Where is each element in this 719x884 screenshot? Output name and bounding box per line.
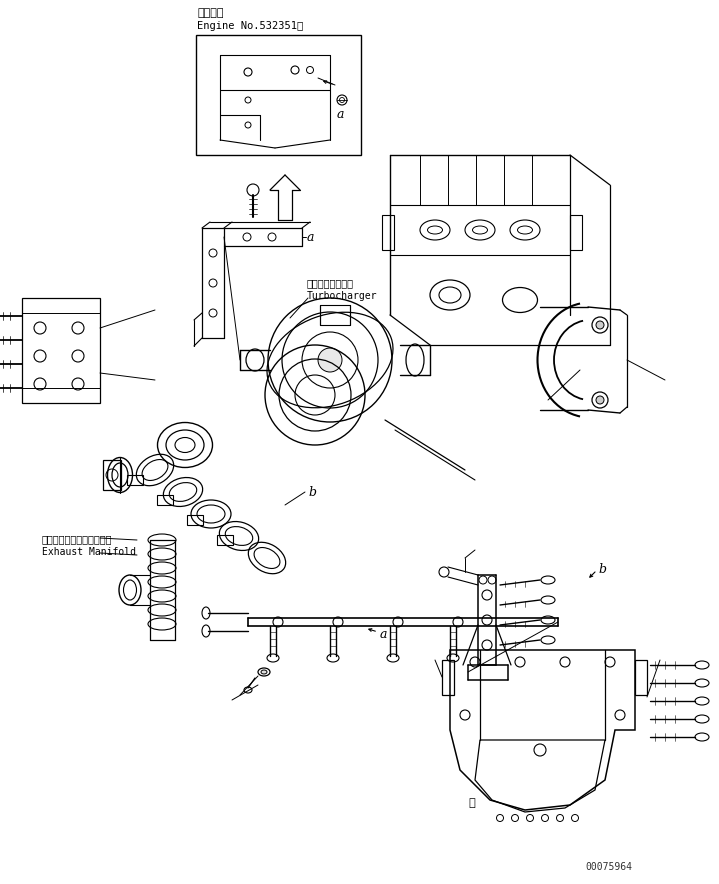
Text: Turbocharger: Turbocharger — [307, 291, 377, 301]
Circle shape — [596, 321, 604, 329]
Bar — [442, 660, 454, 695]
Text: －: － — [468, 798, 475, 808]
Bar — [570, 215, 582, 250]
Ellipse shape — [261, 670, 267, 674]
Text: 適用号機: 適用号機 — [197, 8, 224, 18]
Bar — [127, 475, 143, 485]
Circle shape — [318, 348, 342, 372]
Bar — [22, 298, 100, 403]
Text: エキゾーストマニホールド: エキゾーストマニホールド — [42, 534, 112, 544]
Text: b: b — [308, 486, 316, 499]
Text: b: b — [598, 563, 606, 576]
Text: Engine No.532351～: Engine No.532351～ — [197, 21, 303, 31]
Text: a: a — [337, 108, 344, 121]
Text: Exhaust Manifold: Exhaust Manifold — [42, 547, 136, 557]
Text: a: a — [307, 231, 314, 244]
Bar — [157, 495, 173, 505]
Bar — [187, 515, 203, 525]
Circle shape — [596, 396, 604, 404]
Text: 00075964: 00075964 — [585, 862, 632, 872]
Bar — [217, 535, 233, 545]
Text: ターボチャージャ: ターボチャージャ — [307, 278, 354, 288]
Bar — [382, 215, 394, 250]
Bar — [103, 460, 121, 490]
Bar — [196, 35, 361, 155]
Bar — [635, 660, 647, 695]
Bar — [320, 305, 350, 325]
Text: a: a — [380, 628, 388, 641]
